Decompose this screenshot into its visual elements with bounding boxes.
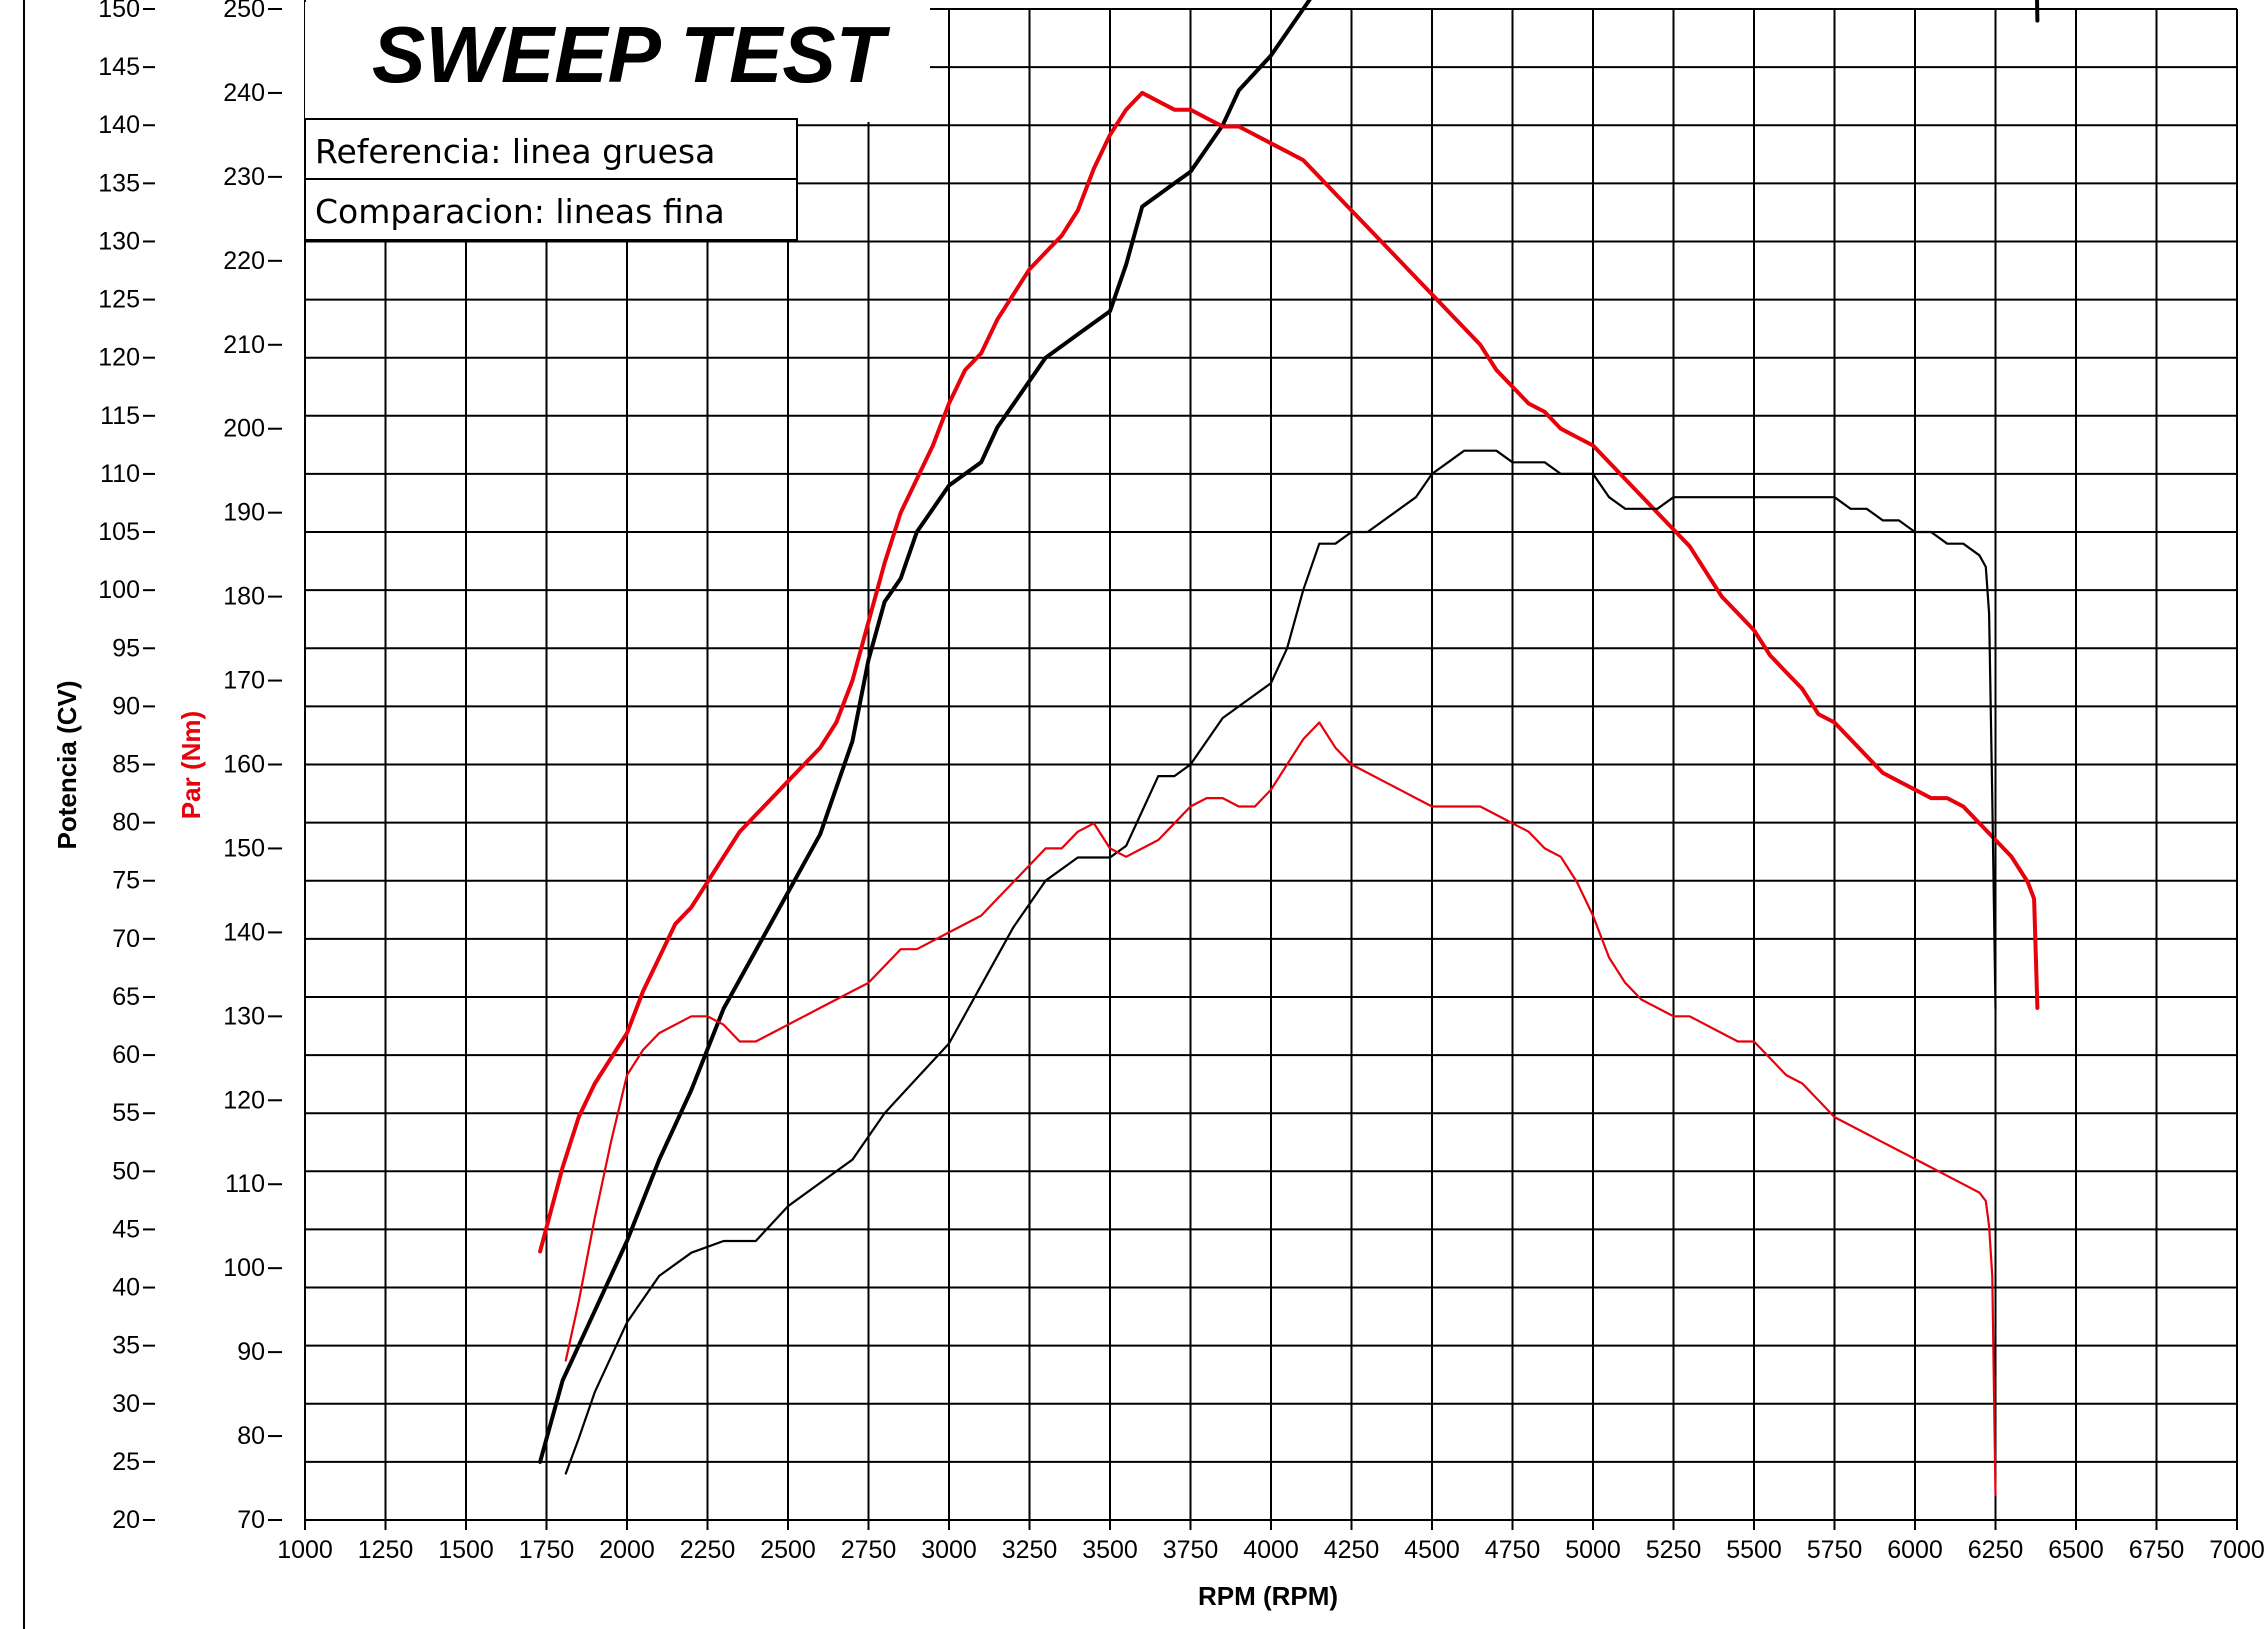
- power-tick-label: 20: [112, 1506, 140, 1534]
- power-tick-label: 100: [98, 576, 140, 604]
- torque-tick-label: 160: [223, 751, 265, 779]
- chart-legend: Referencia: linea gruesa Comparacion: li…: [304, 118, 798, 241]
- power-tick-label: 55: [112, 1099, 140, 1127]
- rpm-tick-label: 4000: [1243, 1536, 1299, 1564]
- rpm-tick-label: 6000: [1887, 1536, 1943, 1564]
- power-tick-label: 65: [112, 983, 140, 1011]
- power-tick-label: 95: [112, 634, 140, 662]
- rpm-axis-title: RPM (RPM): [1198, 1581, 1338, 1611]
- torque-tick-label: 150: [223, 834, 265, 862]
- torque-tick-label: 220: [223, 247, 265, 275]
- chart-grid: [304, 8, 2238, 1520]
- power-tick-label: 140: [98, 111, 140, 139]
- torque-tick-label: 100: [223, 1254, 265, 1282]
- rpm-tick-label: 4250: [1324, 1536, 1380, 1564]
- power-tick-label: 70: [112, 925, 140, 953]
- rpm-tick-label: 2000: [599, 1536, 655, 1564]
- torque-tick-label: 90: [237, 1338, 265, 1366]
- torque-tick-label: 230: [223, 163, 265, 191]
- torque-comparison-line: [564, 721, 1997, 1496]
- rpm-tick-label: 5250: [1646, 1536, 1702, 1564]
- rpm-tick-label: 5750: [1807, 1536, 1863, 1564]
- rpm-tick-label: 6500: [2048, 1536, 2104, 1564]
- rpm-tick-label: 4500: [1404, 1536, 1460, 1564]
- power-reference-line: [538, 0, 2040, 1464]
- rpm-tick-label: 2500: [760, 1536, 816, 1564]
- power-tick-label: 135: [98, 169, 140, 197]
- torque-tick-label: 110: [225, 1170, 265, 1198]
- rpm-tick-label: 2750: [841, 1536, 897, 1564]
- torque-tick-label: 210: [223, 331, 265, 359]
- rpm-tick-label: 2250: [680, 1536, 736, 1564]
- rpm-tick-label: 6250: [1968, 1536, 2024, 1564]
- power-tick-label: 125: [98, 286, 140, 314]
- legend-entry-reference: Referencia: linea gruesa: [315, 132, 715, 171]
- torque-axis-ticks: 70 80 90 100 110 120 130 140 150 160 170 180 190 200 2…: [223, 0, 282, 1534]
- rpm-tick-label: 4750: [1485, 1536, 1541, 1564]
- power-tick-label: 145: [98, 53, 140, 81]
- torque-tick-label: 130: [223, 1002, 265, 1030]
- legend-entry-comparison: Comparacion: lineas fina: [315, 192, 725, 231]
- torque-tick-label: 80: [237, 1422, 265, 1450]
- rpm-tick-label: 3750: [1163, 1536, 1219, 1564]
- torque-tick-label: 140: [223, 918, 265, 946]
- power-tick-label: 60: [112, 1041, 140, 1069]
- power-tick-label: 50: [112, 1157, 140, 1185]
- power-tick-label: 35: [112, 1332, 140, 1360]
- rpm-tick-label: 1250: [358, 1536, 414, 1564]
- power-tick-label: 45: [112, 1215, 140, 1243]
- rpm-tick-label: 3500: [1082, 1536, 1138, 1564]
- torque-tick-label: 240: [223, 79, 265, 107]
- power-tick-label: 75: [112, 867, 140, 895]
- torque-tick-label: 170: [223, 667, 265, 695]
- power-tick-label: 90: [112, 692, 140, 720]
- chart-series: [538, 0, 2040, 1496]
- power-axis-title: Potencia (CV): [52, 680, 82, 849]
- torque-reference-line: [538, 90, 2040, 1254]
- power-axis-ticks: 20 25 30 35 40 45 50 55 60 65 70 75 80 85 90 95 100 105 11…: [98, 0, 155, 1534]
- power-tick-label: 115: [100, 402, 140, 430]
- power-tick-label: 80: [112, 809, 140, 837]
- power-tick-label: 130: [98, 227, 140, 255]
- rpm-tick-label: 7000: [2209, 1536, 2265, 1564]
- rpm-tick-label: 1750: [519, 1536, 575, 1564]
- rpm-tick-label: 6750: [2129, 1536, 2185, 1564]
- rpm-axis-ticks: 1000 1250 1500 1750 2000 2250 2500 2750 3000 3250…: [277, 1520, 2265, 1564]
- rpm-tick-label: 3250: [1002, 1536, 1058, 1564]
- torque-tick-label: 190: [223, 499, 265, 527]
- rpm-tick-label: 5000: [1565, 1536, 1621, 1564]
- rpm-tick-label: 1500: [438, 1536, 494, 1564]
- power-tick-label: 25: [112, 1448, 140, 1476]
- torque-tick-label: 250: [223, 0, 265, 23]
- power-tick-label: 110: [100, 460, 140, 488]
- torque-axis-title: Par (Nm): [176, 711, 206, 819]
- power-tick-label: 85: [112, 751, 140, 779]
- torque-tick-label: 70: [237, 1506, 265, 1534]
- power-tick-label: 40: [112, 1274, 140, 1302]
- torque-tick-label: 200: [223, 415, 265, 443]
- power-tick-label: 150: [98, 0, 140, 23]
- chart-title: SWEEP TEST: [372, 10, 891, 99]
- torque-tick-label: 120: [223, 1086, 265, 1114]
- power-tick-label: 120: [98, 344, 140, 372]
- power-comparison-line: [564, 449, 1997, 1475]
- torque-tick-label: 180: [223, 583, 265, 611]
- rpm-tick-label: 5500: [1726, 1536, 1782, 1564]
- power-tick-label: 105: [98, 518, 140, 546]
- power-tick-label: 30: [112, 1390, 140, 1418]
- rpm-tick-label: 3000: [921, 1536, 977, 1564]
- rpm-tick-label: 1000: [277, 1536, 333, 1564]
- title-box: [305, 2, 930, 122]
